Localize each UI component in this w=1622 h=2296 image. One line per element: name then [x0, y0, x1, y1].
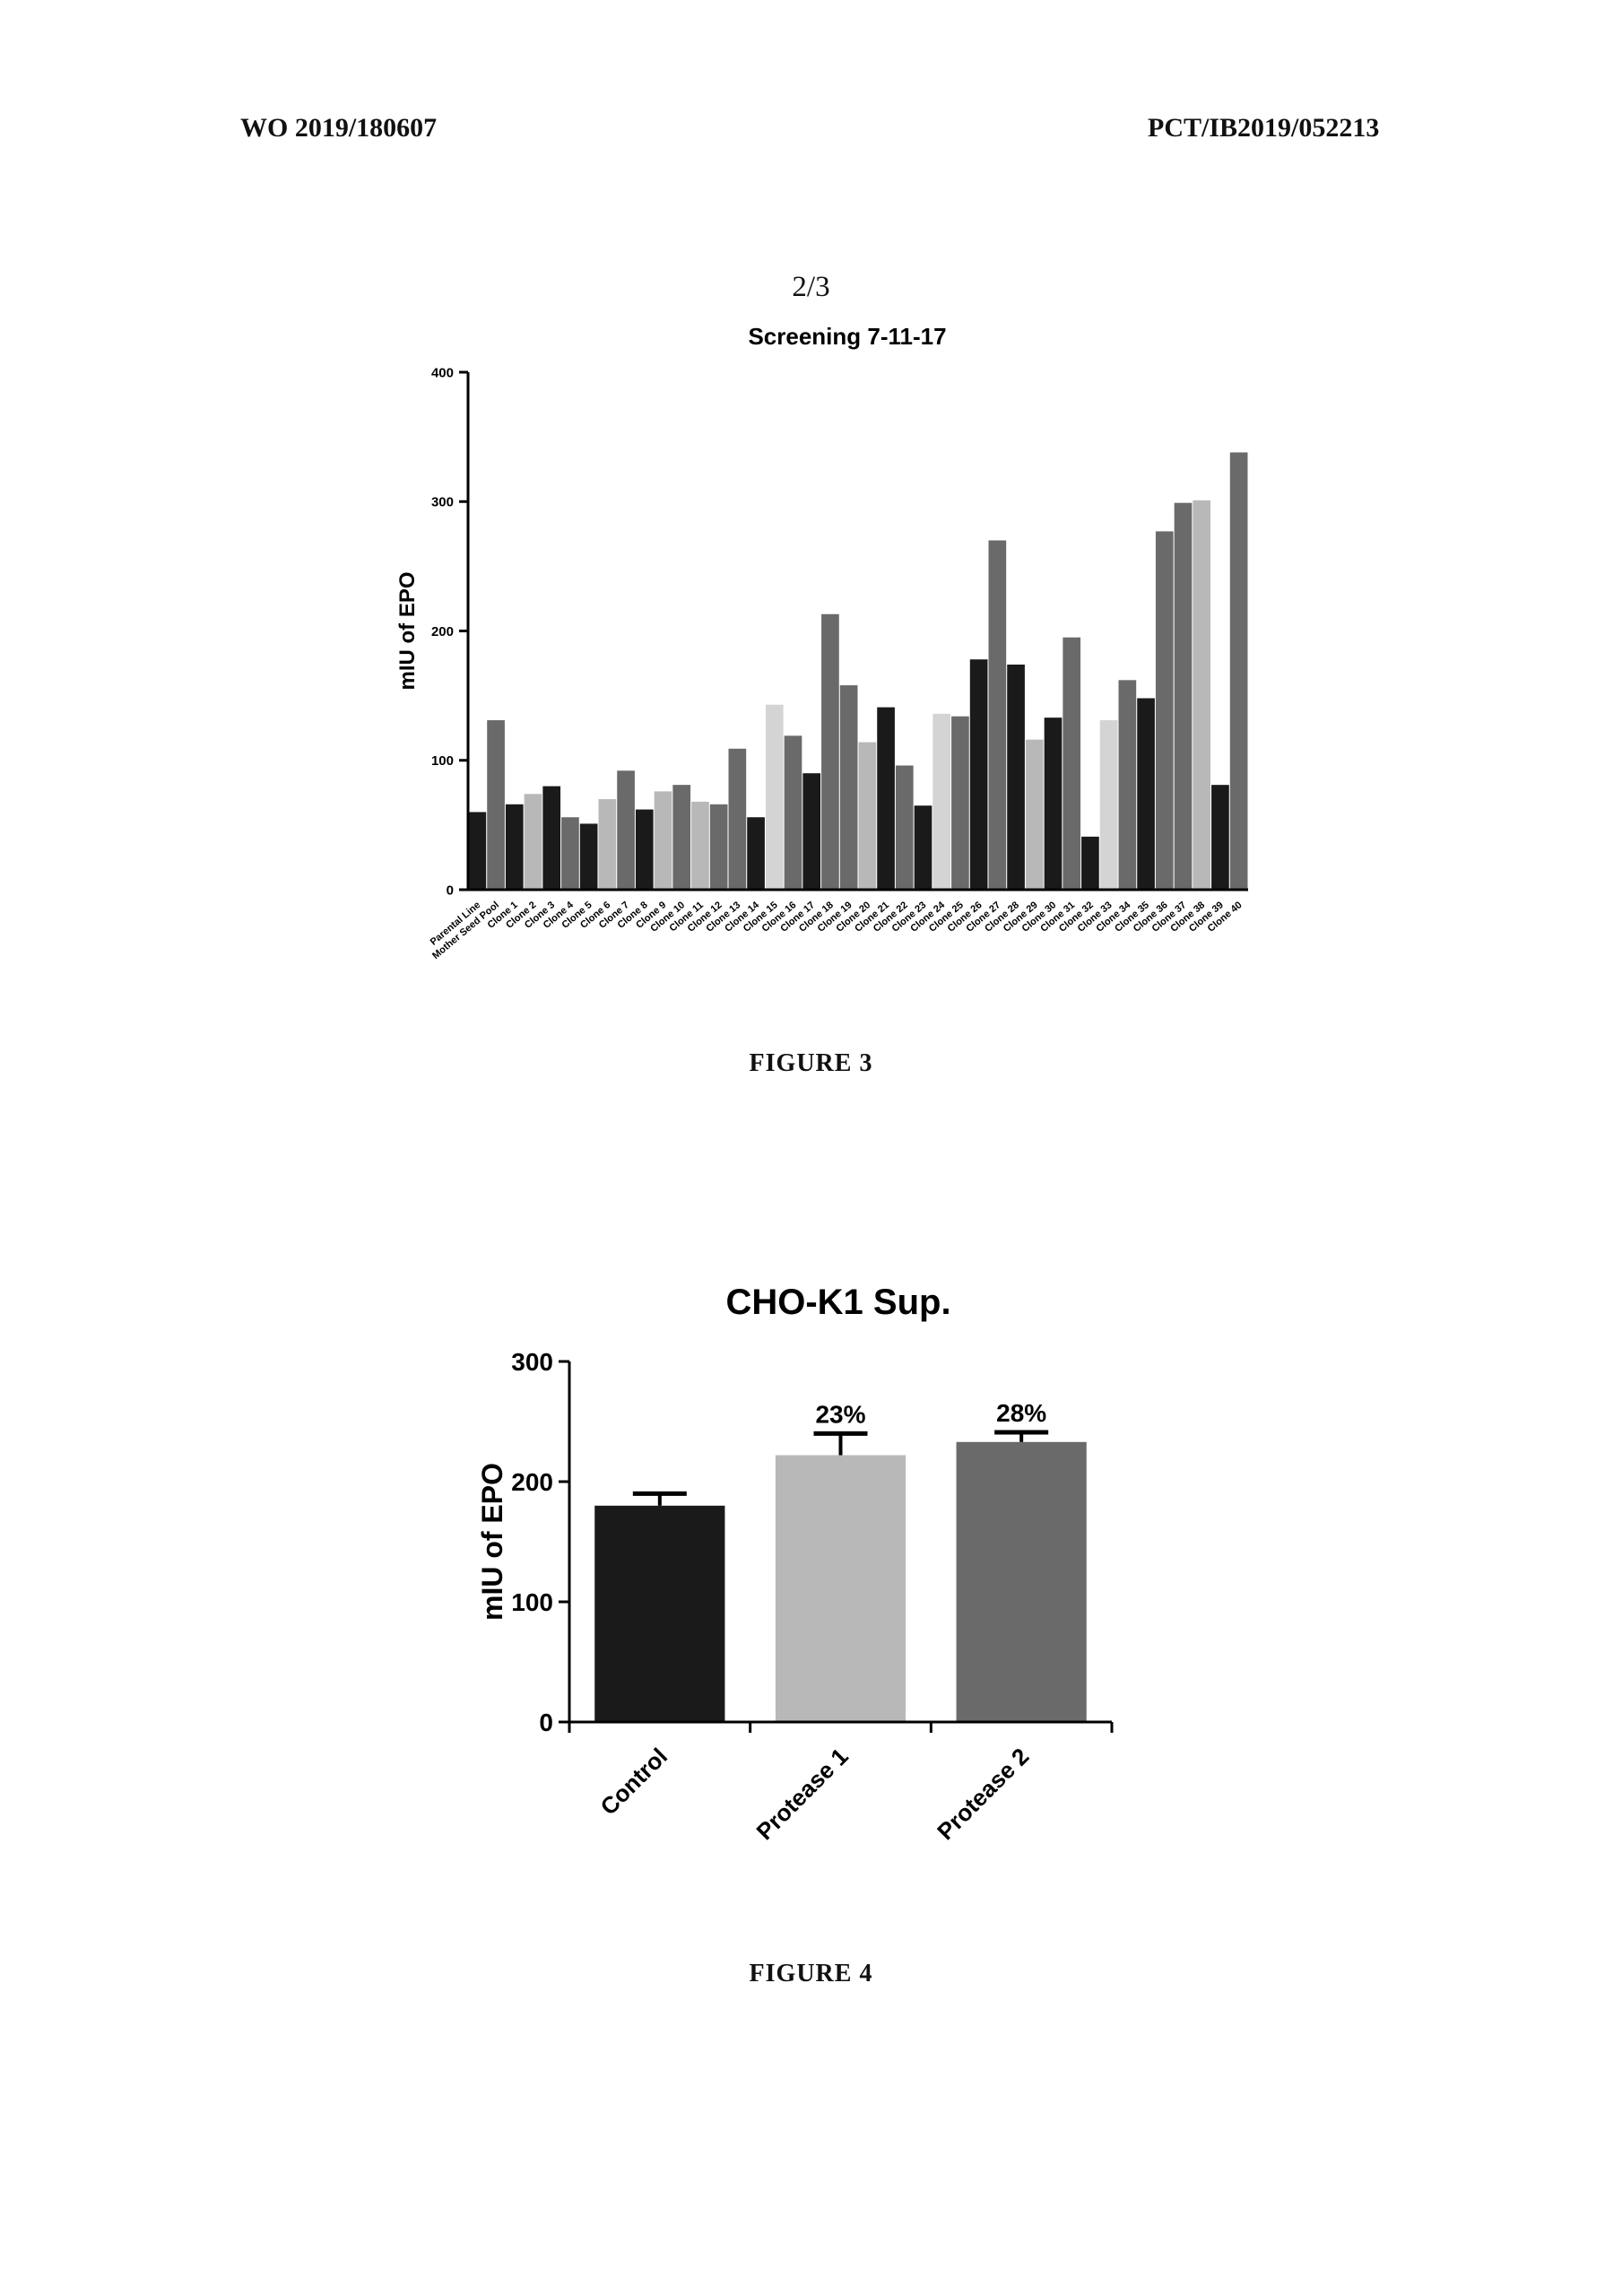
y-axis-label: mIU of EPO — [476, 1463, 508, 1621]
bar-41 — [1211, 785, 1229, 890]
y-tick-label-300: 300 — [431, 495, 454, 510]
category-label-3: Protease 2 — [932, 1743, 1034, 1845]
bar-12 — [672, 785, 691, 890]
bar-24 — [895, 765, 914, 890]
bar-18 — [784, 735, 802, 890]
bar-7 — [579, 823, 598, 890]
bar-36 — [1118, 680, 1137, 890]
bar-6 — [561, 817, 579, 890]
bar-11 — [654, 791, 672, 890]
bar-32 — [1044, 718, 1063, 890]
figure-4-caption: FIGURE 4 — [749, 1960, 873, 1987]
page-number: 2/3 — [792, 271, 830, 303]
y-tick-label-200: 200 — [431, 624, 454, 639]
bar-9 — [617, 770, 635, 890]
y-tick-label-400: 400 — [431, 365, 454, 380]
y-axis-label: mIU of EPO — [395, 571, 420, 690]
y-tick-label-300: 300 — [511, 1348, 553, 1376]
y-tick-label-0: 0 — [539, 1709, 553, 1736]
bar-28 — [969, 659, 988, 890]
annotation-3: 28% — [996, 1399, 1046, 1427]
annotation-2: 23% — [815, 1400, 865, 1428]
bar-29 — [988, 540, 1007, 890]
bar-19 — [802, 773, 821, 890]
chart-title: Screening 7-11-17 — [748, 323, 946, 350]
bar-17 — [765, 704, 784, 890]
bar-2 — [775, 1455, 906, 1722]
bar-13 — [691, 801, 709, 890]
figure-3-caption: FIGURE 3 — [749, 1049, 873, 1077]
category-label-1: Control — [595, 1743, 673, 1821]
bar-33 — [1063, 637, 1081, 890]
bar-21 — [839, 685, 858, 890]
bar-1 — [468, 812, 487, 890]
bar-25 — [914, 805, 932, 890]
bar-2 — [487, 720, 505, 890]
bar-16 — [747, 817, 765, 890]
bar-38 — [1155, 531, 1174, 890]
bar-1 — [594, 1505, 725, 1722]
bar-22 — [858, 742, 877, 890]
bar-39 — [1174, 502, 1193, 890]
bar-26 — [932, 713, 951, 890]
bar-37 — [1137, 698, 1155, 890]
bar-3 — [505, 804, 524, 890]
y-tick-label-100: 100 — [511, 1588, 553, 1616]
figure-4-chart: CHO-K1 Sup. mIU of EPO Control 23% Protease … — [476, 1283, 1114, 1845]
bar-27 — [951, 716, 969, 890]
document-id-right: PCT/IB2019/052213 — [1148, 113, 1380, 143]
bar-10 — [635, 809, 654, 890]
y-tick-label-200: 200 — [511, 1468, 553, 1496]
y-tick-label-100: 100 — [431, 753, 454, 769]
category-label-2: Protease 1 — [751, 1743, 854, 1845]
bar-42 — [1229, 452, 1248, 890]
bar-3 — [956, 1441, 1087, 1722]
bar-5 — [542, 786, 561, 890]
bar-34 — [1081, 836, 1099, 890]
bar-8 — [598, 799, 617, 890]
bar-30 — [1007, 665, 1025, 890]
y-tick-label-0: 0 — [447, 883, 454, 898]
bar-14 — [709, 804, 728, 890]
chart-title: CHO-K1 Sup. — [725, 1283, 950, 1322]
bar-35 — [1099, 720, 1118, 890]
bar-31 — [1025, 739, 1044, 890]
bar-20 — [821, 613, 839, 890]
bar-15 — [728, 748, 747, 890]
document-id-left: WO 2019/180607 — [240, 113, 438, 143]
bar-4 — [524, 794, 542, 890]
bar-23 — [877, 707, 895, 890]
bar-40 — [1193, 500, 1211, 890]
